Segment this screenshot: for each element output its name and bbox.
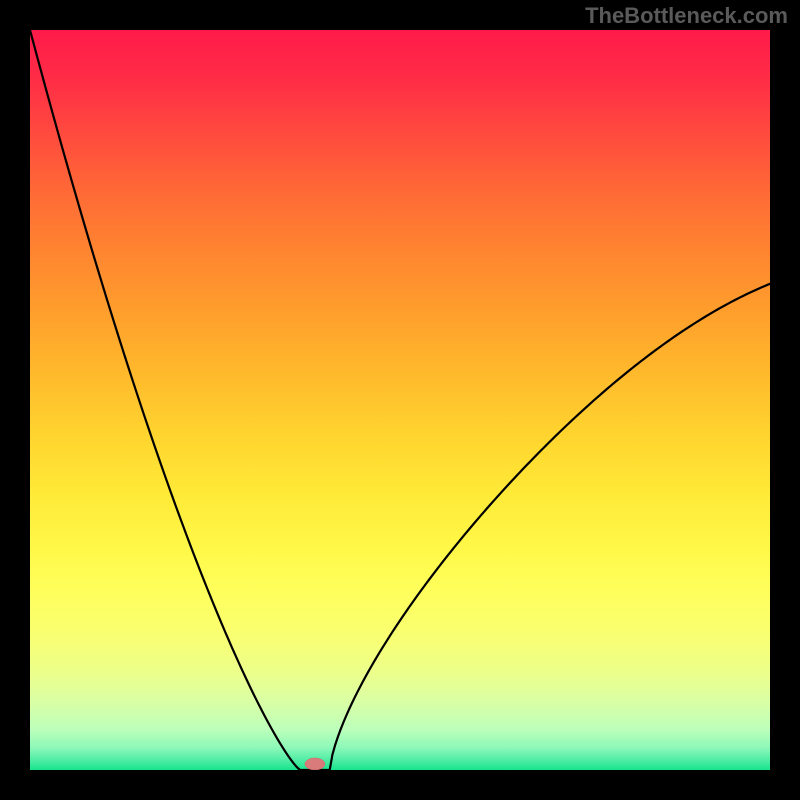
minimum-marker [305,758,325,770]
bottleneck-chart [30,30,770,770]
chart-frame: TheBottleneck.com [0,0,800,800]
watermark-text: TheBottleneck.com [585,3,788,29]
gradient-background [30,30,770,770]
plot-area [30,30,770,770]
